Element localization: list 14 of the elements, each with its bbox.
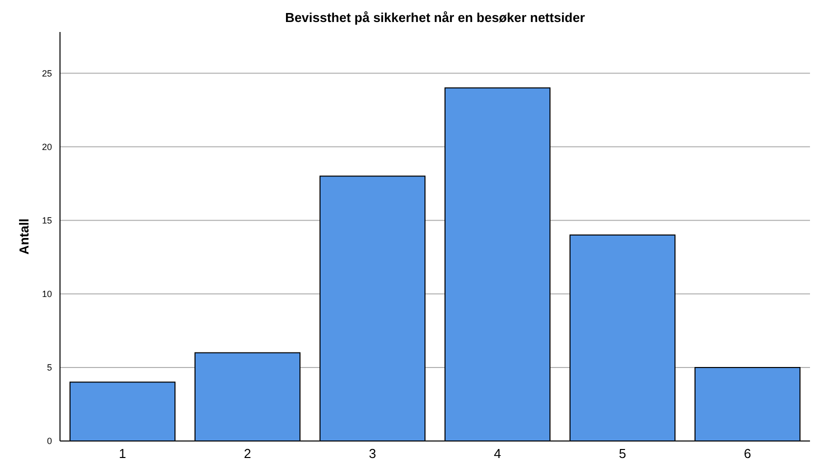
y-axis-title: Antall [16,218,32,255]
y-tick-label: 15 [42,216,52,226]
x-tick-label: 1 [118,446,126,462]
chart-title: Bevissthet på sikkerhet når en besøker nettsider [284,10,586,25]
x-tick-label: 5 [618,446,626,462]
y-tick-label: 10 [42,289,52,300]
x-tick-label: 6 [744,446,752,462]
y-tick-label: 25 [42,68,52,78]
x-tick-label: 4 [494,446,502,462]
x-tick-label: 3 [368,446,376,462]
x-tick-label: 2 [244,446,252,462]
y-tick-label: 5 [46,362,52,373]
y-tick-label: 0 [46,436,52,446]
y-tick-label: 20 [42,142,52,152]
